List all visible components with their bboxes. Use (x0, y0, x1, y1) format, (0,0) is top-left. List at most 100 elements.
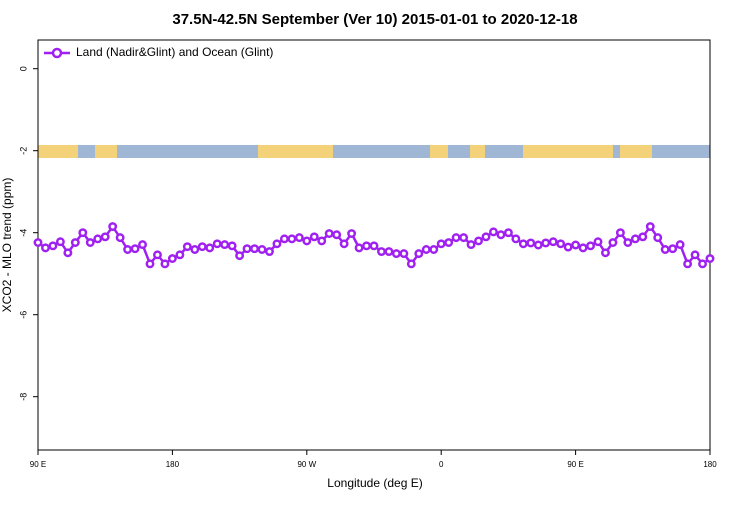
point (205, 243, 215, 253)
point (279, 234, 289, 244)
point (153, 250, 162, 260)
point (115, 233, 125, 243)
point (377, 247, 386, 257)
x-tick-label: 180 (703, 460, 717, 469)
point (48, 241, 58, 251)
point (586, 241, 595, 251)
point (593, 237, 603, 247)
y-tick-label: -8 (18, 393, 28, 401)
y-tick-label: -6 (18, 311, 28, 319)
map-strip (38, 145, 710, 158)
x-axis-label: Longitude (deg E) (327, 476, 422, 490)
point (436, 239, 446, 249)
point (354, 243, 364, 253)
point (197, 242, 207, 252)
point (608, 238, 618, 247)
point (406, 259, 416, 269)
point (511, 234, 521, 244)
point (615, 228, 625, 238)
point (100, 232, 110, 242)
point (332, 230, 342, 240)
point (138, 240, 147, 250)
point (683, 259, 693, 269)
point (391, 249, 401, 259)
point (548, 237, 558, 247)
point (556, 239, 566, 249)
point (526, 238, 536, 248)
point (309, 232, 319, 242)
point (541, 238, 551, 248)
point (399, 249, 409, 259)
point (302, 236, 312, 246)
point (444, 238, 454, 247)
point (705, 254, 715, 263)
point (459, 233, 469, 243)
point (563, 242, 573, 252)
point (220, 240, 230, 250)
point (294, 233, 304, 243)
x-tick-label: 0 (439, 460, 444, 469)
y-tick-label: -4 (18, 229, 28, 237)
point (601, 248, 610, 258)
point (668, 244, 678, 254)
point (429, 245, 439, 254)
point (533, 240, 543, 250)
point (145, 259, 155, 269)
point (190, 245, 200, 254)
point (347, 229, 357, 238)
point (242, 244, 252, 254)
point (235, 251, 245, 261)
point (250, 244, 259, 254)
point (287, 234, 297, 244)
legend-marker (51, 47, 63, 59)
y-tick-label: 0 (18, 66, 28, 71)
point (466, 240, 476, 250)
point (414, 249, 424, 259)
point (421, 245, 431, 254)
point (85, 238, 95, 247)
point (257, 245, 267, 254)
point (41, 243, 50, 253)
point (78, 228, 88, 238)
point (630, 234, 640, 244)
point (70, 238, 80, 247)
point (690, 250, 700, 260)
point (362, 241, 371, 251)
point (160, 259, 170, 269)
chart-title: 37.5N-42.5N September (Ver 10) 2015-01-0… (172, 11, 577, 28)
x-tick-label: 90 E (30, 460, 46, 469)
x-tick-label: 180 (166, 460, 180, 469)
x-tick-label: 90 E (567, 460, 583, 469)
point (55, 237, 65, 247)
point (384, 247, 394, 257)
point (175, 250, 185, 260)
point (496, 230, 506, 240)
point (130, 244, 140, 254)
point (108, 222, 118, 232)
point (571, 240, 581, 250)
point (33, 238, 43, 247)
point (623, 238, 633, 247)
point (645, 222, 655, 232)
point (317, 236, 327, 246)
point (339, 239, 349, 249)
point (698, 259, 707, 269)
point (660, 245, 670, 254)
x-tick-label: 90 W (297, 460, 316, 469)
point (324, 229, 334, 238)
point (123, 245, 133, 254)
y-tick-label: -2 (18, 147, 28, 155)
point (93, 234, 103, 244)
point (265, 247, 274, 257)
point (272, 239, 282, 249)
point (518, 239, 528, 249)
point (63, 248, 73, 258)
legend-label: Land (Nadir&Glint) and Ocean (Glint) (76, 45, 273, 59)
point (489, 227, 498, 237)
point (638, 232, 648, 242)
point (481, 232, 491, 242)
point (653, 233, 663, 243)
point (503, 228, 513, 238)
